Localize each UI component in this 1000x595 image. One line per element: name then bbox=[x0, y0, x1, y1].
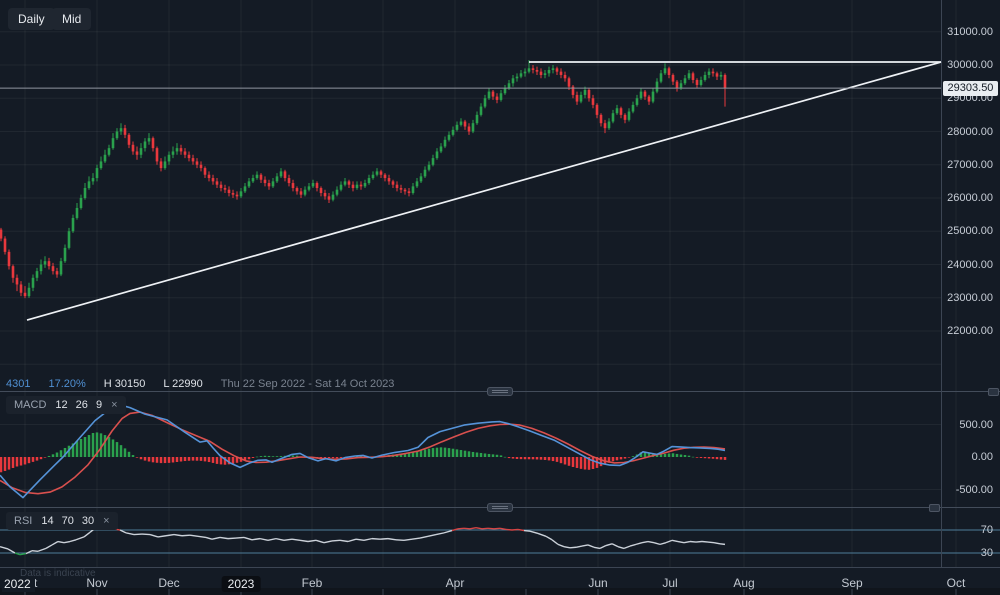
time-axis-label: Apr bbox=[445, 576, 465, 590]
trendlines[interactable] bbox=[0, 61, 942, 321]
price-axis-label: 24000.00 bbox=[947, 258, 993, 271]
current-price-badge: 29303.50 bbox=[943, 81, 998, 96]
rsi-pane bbox=[0, 527, 726, 556]
macd-pane-resize-handle[interactable] bbox=[487, 387, 513, 396]
macd-pane bbox=[0, 403, 727, 499]
gridlines bbox=[0, 0, 957, 567]
time-axis-label: Aug bbox=[733, 576, 755, 590]
range-low: L 22990 bbox=[163, 378, 203, 390]
candlestick-series bbox=[0, 60, 727, 299]
macd-axis-label: -500.00 bbox=[955, 483, 993, 496]
macd-close-icon[interactable]: × bbox=[111, 399, 118, 411]
interval-daily-button[interactable]: Daily bbox=[8, 8, 55, 30]
macd-label: MACD bbox=[14, 399, 47, 411]
data-indicative-watermark: Data is indicative bbox=[20, 568, 96, 579]
time-axis-label: 2022 bbox=[2, 576, 35, 592]
time-axis-label: Jun bbox=[588, 576, 608, 590]
time-axis-label: Jul bbox=[662, 576, 678, 590]
rsi-pane-collapse-button[interactable] bbox=[929, 504, 940, 512]
time-axis-label: Feb bbox=[301, 576, 323, 590]
macd-params: 12 26 9 bbox=[55, 399, 103, 411]
price-axis-label: 31000.00 bbox=[947, 25, 993, 38]
price-axis-label: 22000.00 bbox=[947, 325, 993, 337]
price-axis-label: 26000.00 bbox=[947, 192, 993, 204]
rsi-pane-resize-handle[interactable] bbox=[487, 503, 513, 512]
time-axis-label: Sep bbox=[841, 576, 863, 590]
time-axis-label: Nov bbox=[86, 576, 108, 590]
range-high: H 30150 bbox=[103, 378, 146, 390]
change-percent: 17.20% bbox=[48, 378, 86, 390]
macd-pane-collapse-button[interactable] bbox=[988, 388, 999, 396]
time-axis-label: Oct bbox=[946, 576, 966, 590]
rsi-axis-label: 70 bbox=[980, 524, 993, 536]
rsi-label: RSI bbox=[14, 515, 33, 527]
price-axis-label: 28000.00 bbox=[947, 125, 993, 138]
rsi-band-lines bbox=[0, 529, 1000, 554]
rsi-params: 14 70 30 bbox=[41, 515, 95, 527]
macd-axis-label: 0.00 bbox=[971, 451, 993, 463]
price-source-mid-button[interactable]: Mid bbox=[52, 8, 92, 30]
status-bar: 4301 17.20% H 30150 L 22990 Thu 22 Sep 2… bbox=[6, 378, 394, 390]
price-axis-label: 27000.00 bbox=[947, 158, 993, 171]
macd-axis-label: 500.00 bbox=[959, 418, 993, 431]
date-range: Thu 22 Sep 2022 - Sat 14 Oct 2023 bbox=[220, 378, 395, 390]
time-axis-label: 2023 bbox=[221, 576, 261, 592]
price-axis-label: 30000.00 bbox=[947, 59, 993, 71]
rsi-indicator-pill[interactable]: RSI 14 70 30 × bbox=[6, 512, 118, 530]
rsi-close-icon[interactable]: × bbox=[103, 515, 110, 527]
rsi-axis-label: 30 bbox=[980, 547, 993, 559]
change-points: 4301 bbox=[6, 378, 31, 390]
price-axis-label: 23000.00 bbox=[947, 291, 993, 304]
macd-indicator-pill[interactable]: MACD 12 26 9 × bbox=[6, 396, 126, 414]
price-axis-label: 25000.00 bbox=[947, 225, 993, 238]
time-axis-label: Dec bbox=[158, 576, 180, 590]
